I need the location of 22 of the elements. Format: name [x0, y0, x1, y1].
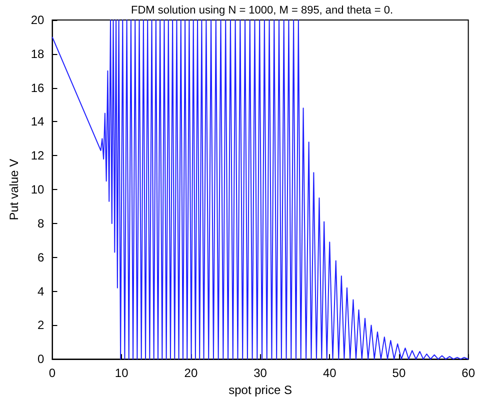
chart-title: FDM solution using N = 1000, M = 895, and theta = 0.	[130, 4, 394, 16]
y-tick-label: 20	[30, 13, 45, 27]
y-tick-label: 6	[38, 250, 45, 264]
x-tick-label: 0	[48, 366, 56, 380]
x-tick-label: 20	[184, 366, 198, 380]
y-tick-label: 12	[30, 148, 45, 163]
x-tick-label: 50	[392, 366, 406, 380]
y-tick-label: 16	[30, 80, 45, 95]
y-tick-label: 14	[30, 114, 45, 129]
y-tick-label: 10	[30, 182, 45, 197]
x-tick-label: 30	[254, 366, 268, 380]
line-series	[52, 20, 469, 360]
y-tick-label: 0	[38, 352, 45, 366]
y-tick-label: 18	[30, 46, 45, 61]
x-tick-label: 10	[114, 366, 129, 380]
y-axis-title: Put value V	[7, 158, 21, 220]
x-axis-title: spot price S	[228, 383, 292, 397]
y-tick-label: 2	[38, 318, 45, 332]
x-tick-label: 60	[462, 366, 476, 380]
y-tick-label: 8	[38, 216, 45, 230]
y-tick-label: 4	[38, 284, 45, 298]
x-tick-label: 40	[322, 366, 337, 380]
